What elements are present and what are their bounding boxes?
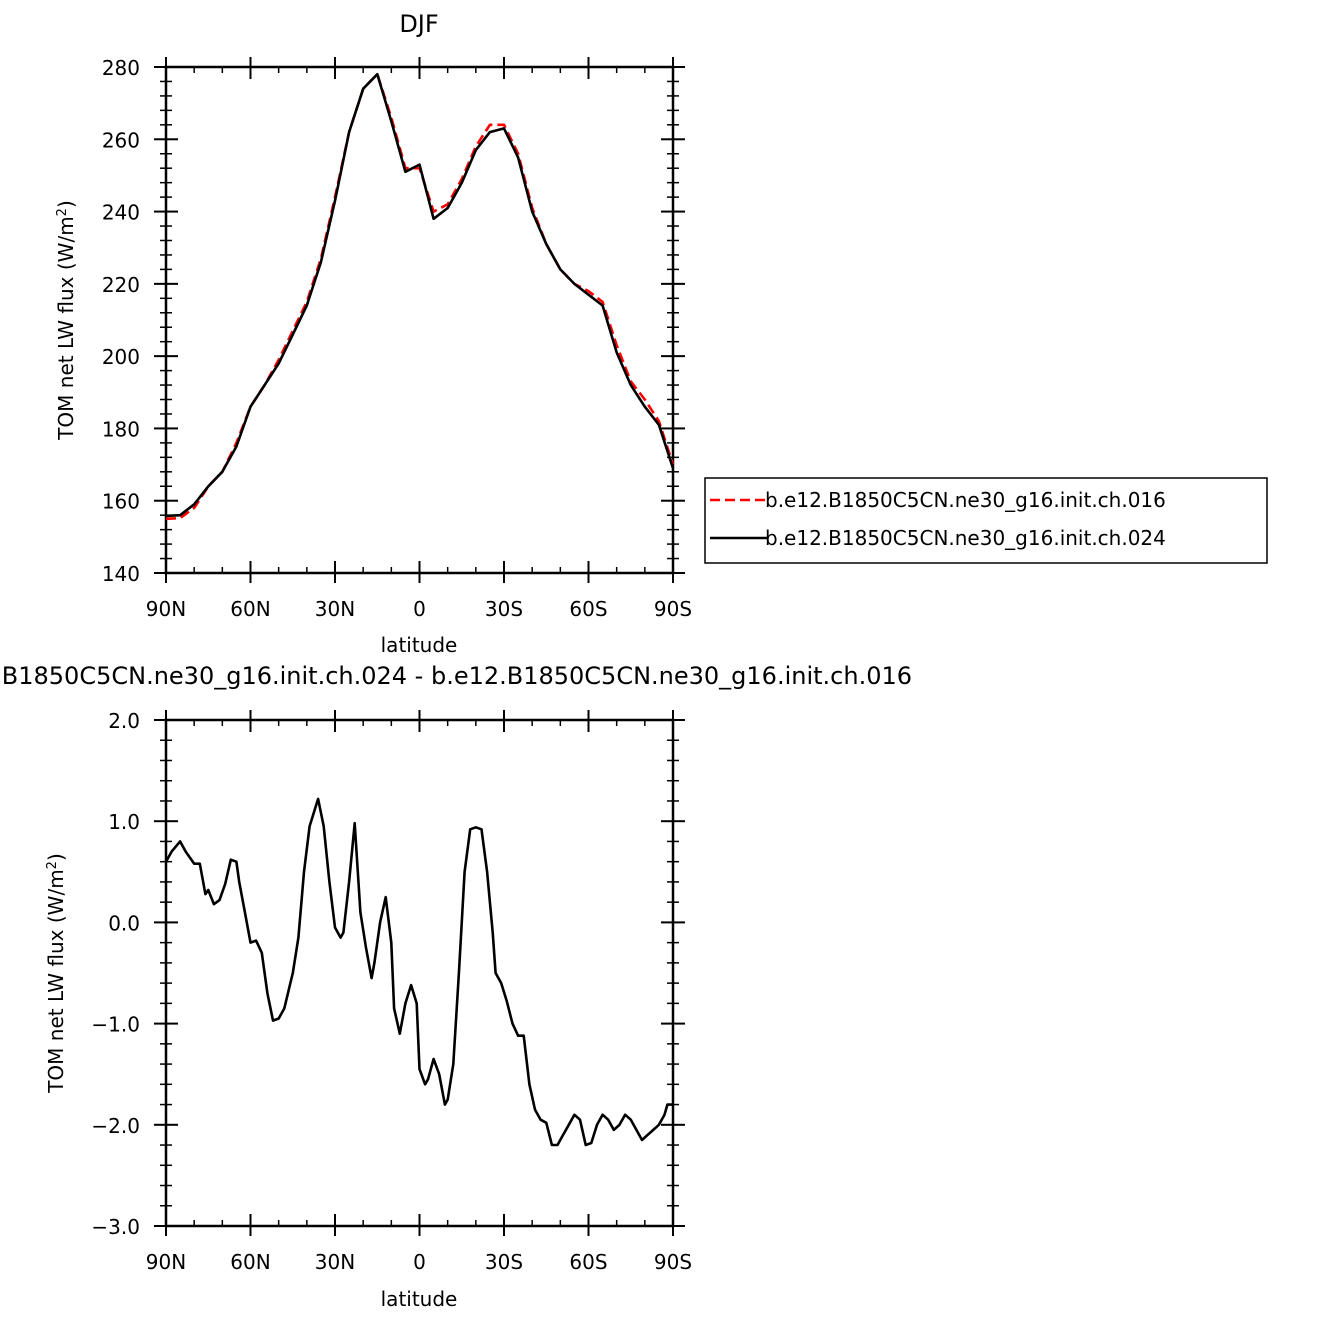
top-y-tick-label: 240 xyxy=(102,201,140,225)
bottom-series-line-1 xyxy=(164,797,673,1147)
legend-label-series-1: b.e12.B1850C5CN.ne30_g16.init.ch.016 xyxy=(765,488,1166,512)
bottom-ticks: 90N 60N 30N 0 30S 60S 90S −3.0 −2.0 −1.0 0.0 1.0 2.0 xyxy=(91,709,692,1274)
legend: b.e12.B1850C5CN.ne30_g16.init.ch.016 b.e… xyxy=(704,477,1268,564)
top-y-axis-label: TOM net LW flux (W/m2) xyxy=(54,200,78,441)
top-series-layer xyxy=(165,72,675,521)
top-y-tick-label: 160 xyxy=(102,490,140,514)
top-series-line-1 xyxy=(165,72,675,521)
top-x-tick-label: 30S xyxy=(485,597,523,621)
top-y-tick-label: 220 xyxy=(102,273,140,297)
top-chart-title: DJF xyxy=(399,10,438,38)
top-y-tick-label: 200 xyxy=(102,345,140,369)
bottom-x-tick-label: 60N xyxy=(230,1250,270,1274)
top-series-line-2 xyxy=(165,72,675,518)
top-x-tick-label: 90N xyxy=(146,597,186,621)
bottom-y-tick-label: −1.0 xyxy=(91,1013,140,1037)
bottom-x-tick-label: 90N xyxy=(146,1250,186,1274)
top-y-tick-label: 280 xyxy=(102,56,140,80)
bottom-x-tick-label: 0 xyxy=(413,1250,426,1274)
top-x-tick-label: 0 xyxy=(413,597,426,621)
bottom-y-tick-label: −2.0 xyxy=(91,1114,140,1138)
top-panel: DJF 90N 60N 30N 0 30S 60S 90S 140 160 180 200 220 24… xyxy=(54,10,1268,657)
bottom-x-tick-label: 90S xyxy=(654,1250,692,1274)
bottom-plot-frame xyxy=(164,718,675,1228)
top-y-tick-label: 180 xyxy=(102,417,140,441)
bottom-x-tick-label: 30S xyxy=(485,1250,523,1274)
top-plot-frame xyxy=(164,65,675,575)
legend-label-series-2: b.e12.B1850C5CN.ne30_g16.init.ch.024 xyxy=(765,526,1166,550)
bottom-x-tick-label: 60S xyxy=(569,1250,607,1274)
bottom-x-tick-label: 30N xyxy=(315,1250,355,1274)
top-x-tick-label: 90S xyxy=(654,597,692,621)
top-x-tick-label: 30N xyxy=(315,597,355,621)
top-y-tick-label: 140 xyxy=(102,562,140,586)
top-y-tick-label: 260 xyxy=(102,128,140,152)
bottom-y-axis-label: TOM net LW flux (W/m2) xyxy=(44,853,68,1094)
bottom-x-axis-label: latitude xyxy=(381,1287,458,1311)
top-ticks: 90N 60N 30N 0 30S 60S 90S 140 160 180 200 220 240 260… xyxy=(102,56,692,621)
bottom-y-tick-label: 2.0 xyxy=(108,709,140,733)
top-x-axis-label: latitude xyxy=(381,633,458,657)
bottom-y-tick-label: −3.0 xyxy=(91,1215,140,1239)
bottom-y-tick-label: 0.0 xyxy=(108,911,140,935)
bottom-chart-title: b.e12.B1850C5CN.ne30_g16.init.ch.024 - b… xyxy=(0,662,912,690)
legend-box xyxy=(704,477,1268,564)
top-x-tick-label: 60N xyxy=(230,597,270,621)
bottom-series-layer xyxy=(164,797,673,1147)
bottom-y-tick-label: 1.0 xyxy=(108,810,140,834)
top-x-tick-label: 60S xyxy=(569,597,607,621)
bottom-panel: b.e12.B1850C5CN.ne30_g16.init.ch.024 - b… xyxy=(0,662,912,1311)
